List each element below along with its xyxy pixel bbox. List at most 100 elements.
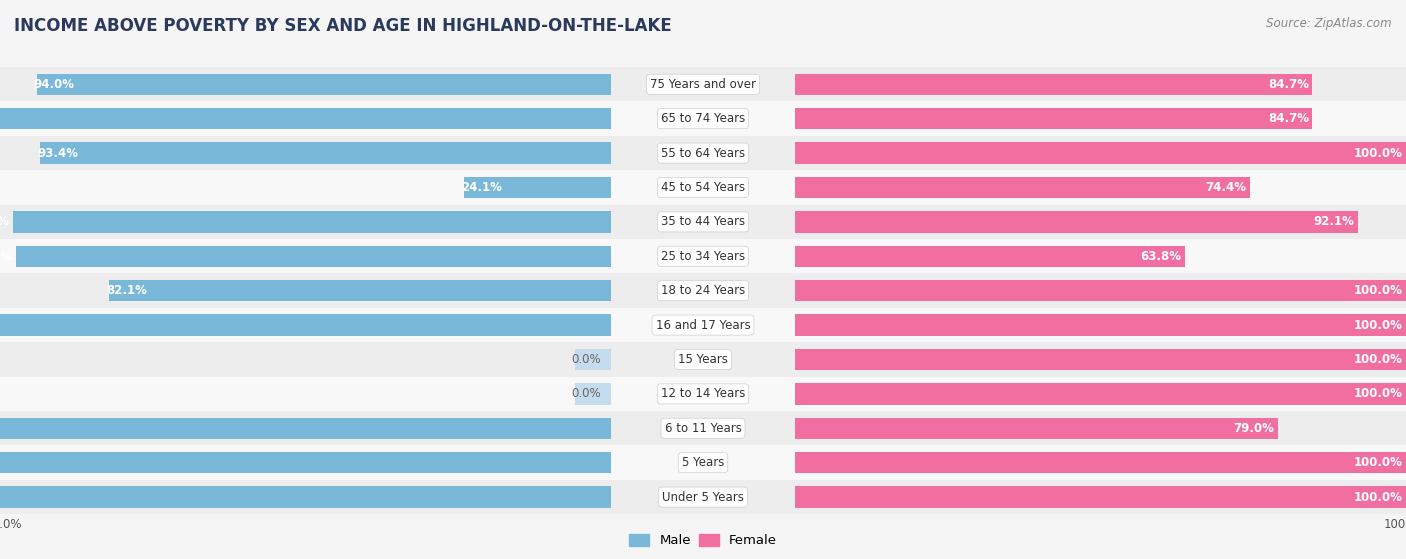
Bar <box>0 170 1406 205</box>
Text: 24.1%: 24.1% <box>461 181 502 194</box>
Text: 100.0%: 100.0% <box>1354 491 1403 504</box>
Bar <box>0 170 1406 205</box>
Bar <box>0 480 1406 514</box>
Bar <box>794 452 1406 473</box>
Bar <box>110 280 612 301</box>
Bar <box>0 136 1406 170</box>
Text: 45 to 54 Years: 45 to 54 Years <box>661 181 745 194</box>
Bar <box>794 108 1312 129</box>
Bar <box>0 480 1406 514</box>
Bar <box>0 342 1406 377</box>
Bar <box>15 245 612 267</box>
Bar <box>794 280 1406 301</box>
Bar <box>794 314 1406 336</box>
Bar <box>0 377 1406 411</box>
Bar <box>0 418 612 439</box>
Bar <box>0 239 1406 273</box>
Bar <box>0 205 1406 239</box>
Bar <box>0 377 1406 411</box>
Text: 75 Years and over: 75 Years and over <box>650 78 756 91</box>
Text: 0.0%: 0.0% <box>572 353 602 366</box>
Bar <box>794 245 1185 267</box>
Bar <box>0 452 612 473</box>
Bar <box>0 446 1406 480</box>
Text: 35 to 44 Years: 35 to 44 Years <box>661 215 745 229</box>
Text: 18 to 24 Years: 18 to 24 Years <box>661 284 745 297</box>
Bar <box>0 273 1406 308</box>
Text: 65 to 74 Years: 65 to 74 Years <box>661 112 745 125</box>
Text: 97.4%: 97.4% <box>0 250 13 263</box>
Bar <box>0 273 1406 308</box>
Bar <box>41 143 612 164</box>
Text: 100.0%: 100.0% <box>1354 387 1403 400</box>
Bar <box>0 342 1406 377</box>
Bar <box>0 136 1406 170</box>
Bar <box>0 205 1406 239</box>
Bar <box>464 177 612 198</box>
Bar <box>0 308 1406 342</box>
Text: 55 to 64 Years: 55 to 64 Years <box>661 146 745 159</box>
Text: 92.1%: 92.1% <box>1313 215 1354 229</box>
Text: 63.8%: 63.8% <box>1140 250 1181 263</box>
Bar <box>0 102 1406 136</box>
Text: 100.0%: 100.0% <box>1354 319 1403 331</box>
Bar <box>0 446 1406 480</box>
Bar <box>0 67 1406 102</box>
Bar <box>13 211 612 233</box>
Bar <box>0 67 1406 102</box>
Bar <box>794 211 1358 233</box>
Bar <box>0 239 1406 273</box>
Bar <box>0 411 1406 446</box>
Bar <box>0 377 1406 411</box>
Text: 84.7%: 84.7% <box>1268 112 1309 125</box>
Text: 82.1%: 82.1% <box>107 284 148 297</box>
Text: 100.0%: 100.0% <box>1354 456 1403 469</box>
Text: 6 to 11 Years: 6 to 11 Years <box>665 422 741 435</box>
Text: INCOME ABOVE POVERTY BY SEX AND AGE IN HIGHLAND-ON-THE-LAKE: INCOME ABOVE POVERTY BY SEX AND AGE IN H… <box>14 17 672 35</box>
Text: 74.4%: 74.4% <box>1205 181 1247 194</box>
Text: 97.9%: 97.9% <box>0 215 10 229</box>
Bar <box>0 486 612 508</box>
Bar <box>575 383 612 405</box>
Text: 16 and 17 Years: 16 and 17 Years <box>655 319 751 331</box>
Bar <box>37 74 612 95</box>
Bar <box>0 273 1406 308</box>
Text: Under 5 Years: Under 5 Years <box>662 491 744 504</box>
Bar <box>794 177 1250 198</box>
Bar <box>0 67 1406 102</box>
Bar <box>0 446 1406 480</box>
Bar <box>0 314 612 336</box>
Bar <box>794 383 1406 405</box>
Text: 94.0%: 94.0% <box>34 78 75 91</box>
Bar <box>0 308 1406 342</box>
Text: 25 to 34 Years: 25 to 34 Years <box>661 250 745 263</box>
Bar <box>575 349 612 370</box>
Bar <box>0 170 1406 205</box>
Bar <box>0 480 1406 514</box>
Text: 100.0%: 100.0% <box>1354 146 1403 159</box>
Bar <box>0 108 612 129</box>
Text: 12 to 14 Years: 12 to 14 Years <box>661 387 745 400</box>
Bar <box>794 486 1406 508</box>
Bar <box>0 342 1406 377</box>
Bar <box>0 411 1406 446</box>
Bar <box>794 143 1406 164</box>
Text: 84.7%: 84.7% <box>1268 78 1309 91</box>
Bar <box>0 102 1406 136</box>
Bar <box>794 418 1278 439</box>
Legend: Male, Female: Male, Female <box>624 528 782 552</box>
Text: 93.4%: 93.4% <box>38 146 79 159</box>
Bar <box>794 74 1312 95</box>
Bar <box>0 205 1406 239</box>
Text: 100.0%: 100.0% <box>1354 284 1403 297</box>
Text: 5 Years: 5 Years <box>682 456 724 469</box>
Text: 15 Years: 15 Years <box>678 353 728 366</box>
Text: 0.0%: 0.0% <box>572 387 602 400</box>
Bar <box>0 102 1406 136</box>
Bar <box>0 411 1406 446</box>
Bar <box>0 239 1406 273</box>
Text: 79.0%: 79.0% <box>1233 422 1275 435</box>
Bar <box>0 136 1406 170</box>
Bar <box>794 349 1406 370</box>
Text: 100.0%: 100.0% <box>1354 353 1403 366</box>
